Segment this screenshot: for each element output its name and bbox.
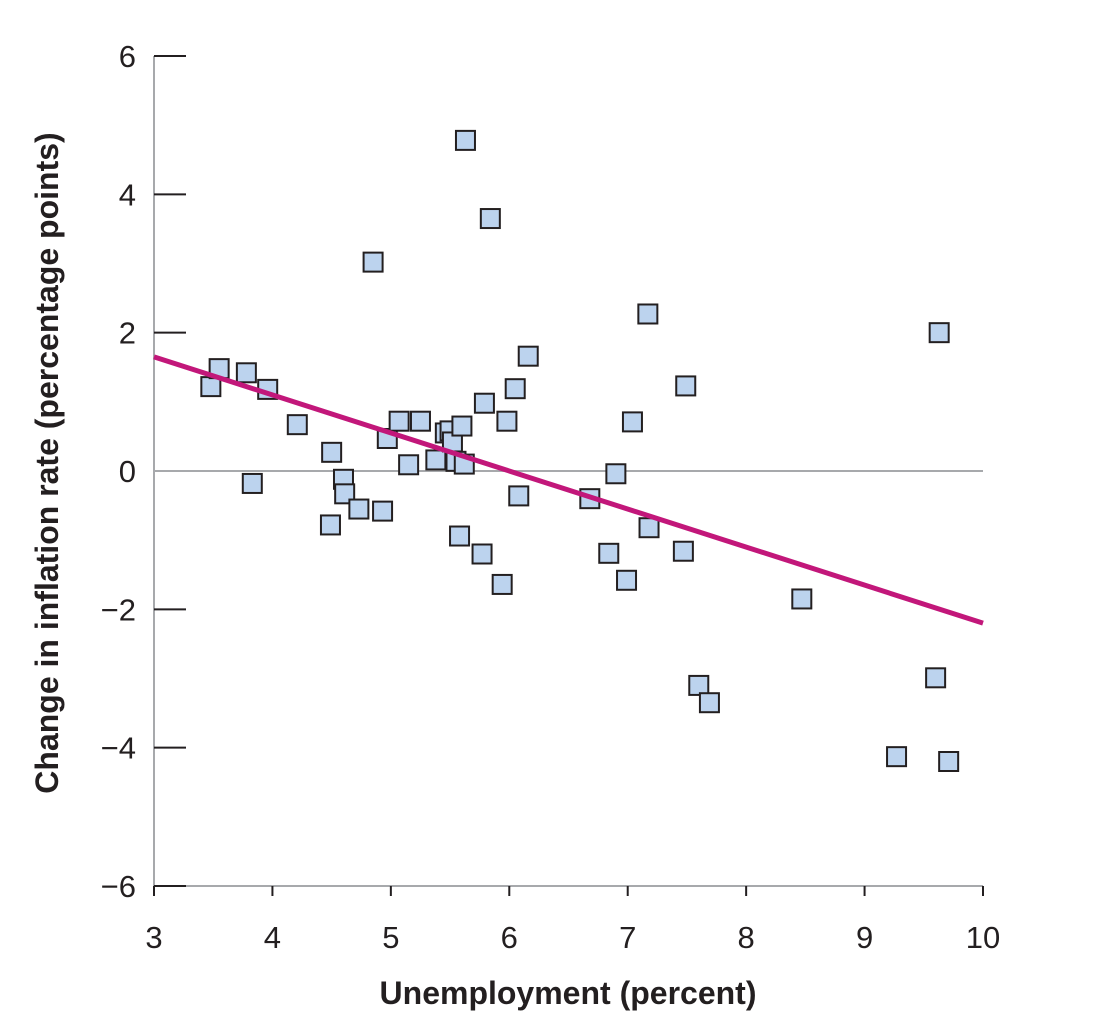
data-point [241, 472, 263, 494]
tick-labels: 6 4 2 0 −2 −4 −6 3 4 5 6 7 8 9 10 [101, 39, 1001, 955]
data-point [698, 692, 720, 714]
x-tick-label: 5 [382, 920, 399, 955]
trend-line-group [153, 354, 984, 626]
data-point [791, 588, 813, 610]
data-point [496, 410, 518, 432]
data-point [479, 208, 501, 230]
x-tick-label: 9 [856, 920, 873, 955]
data-point [200, 376, 222, 398]
y-tick-label: −4 [101, 731, 136, 766]
x-tick-label: 4 [264, 920, 281, 955]
data-point [925, 667, 947, 689]
data-point [372, 500, 394, 522]
data-point [491, 573, 513, 595]
data-point [508, 485, 530, 507]
data-point [388, 410, 410, 432]
data-point [425, 449, 447, 471]
data-point [473, 392, 495, 414]
axes [153, 55, 984, 896]
y-tick-label: −2 [101, 592, 136, 627]
data-point [616, 569, 638, 591]
y-axis-title: Change in inflation rate (percentage poi… [29, 132, 65, 793]
data-point [235, 362, 257, 384]
data-point [675, 375, 697, 397]
data-point [928, 322, 950, 344]
y-tick-label: 0 [119, 454, 136, 489]
data-point [454, 129, 476, 151]
data-point [362, 251, 384, 273]
data-point [605, 463, 627, 485]
data-point [471, 543, 493, 565]
x-axis-title: Unemployment (percent) [380, 975, 757, 1011]
data-point [638, 517, 660, 539]
trend-line [153, 354, 984, 626]
x-tick-label: 8 [738, 920, 755, 955]
x-tick-label: 7 [619, 920, 636, 955]
y-tick-label: 4 [119, 177, 136, 212]
data-point [938, 751, 960, 772]
data-point [348, 498, 370, 520]
data-point [598, 542, 620, 564]
data-point [621, 411, 643, 433]
data-point [451, 415, 473, 437]
y-tick-label: 2 [119, 316, 136, 351]
y-tick-label: −6 [101, 869, 136, 904]
data-point [504, 378, 526, 400]
data-point [688, 674, 710, 696]
x-tick-label: 6 [501, 920, 518, 955]
data-point [409, 410, 431, 432]
x-tick-label: 10 [966, 920, 1000, 955]
data-point [286, 414, 308, 436]
y-tick-label: 6 [119, 39, 136, 74]
data-point [449, 525, 471, 547]
data-point [672, 540, 694, 562]
data-point [321, 441, 343, 463]
data-point [398, 454, 420, 476]
data-points [200, 129, 960, 772]
data-point [886, 746, 908, 768]
x-tick-label: 3 [145, 920, 162, 955]
data-point [637, 303, 659, 325]
data-point [319, 514, 341, 536]
data-point [517, 345, 539, 367]
